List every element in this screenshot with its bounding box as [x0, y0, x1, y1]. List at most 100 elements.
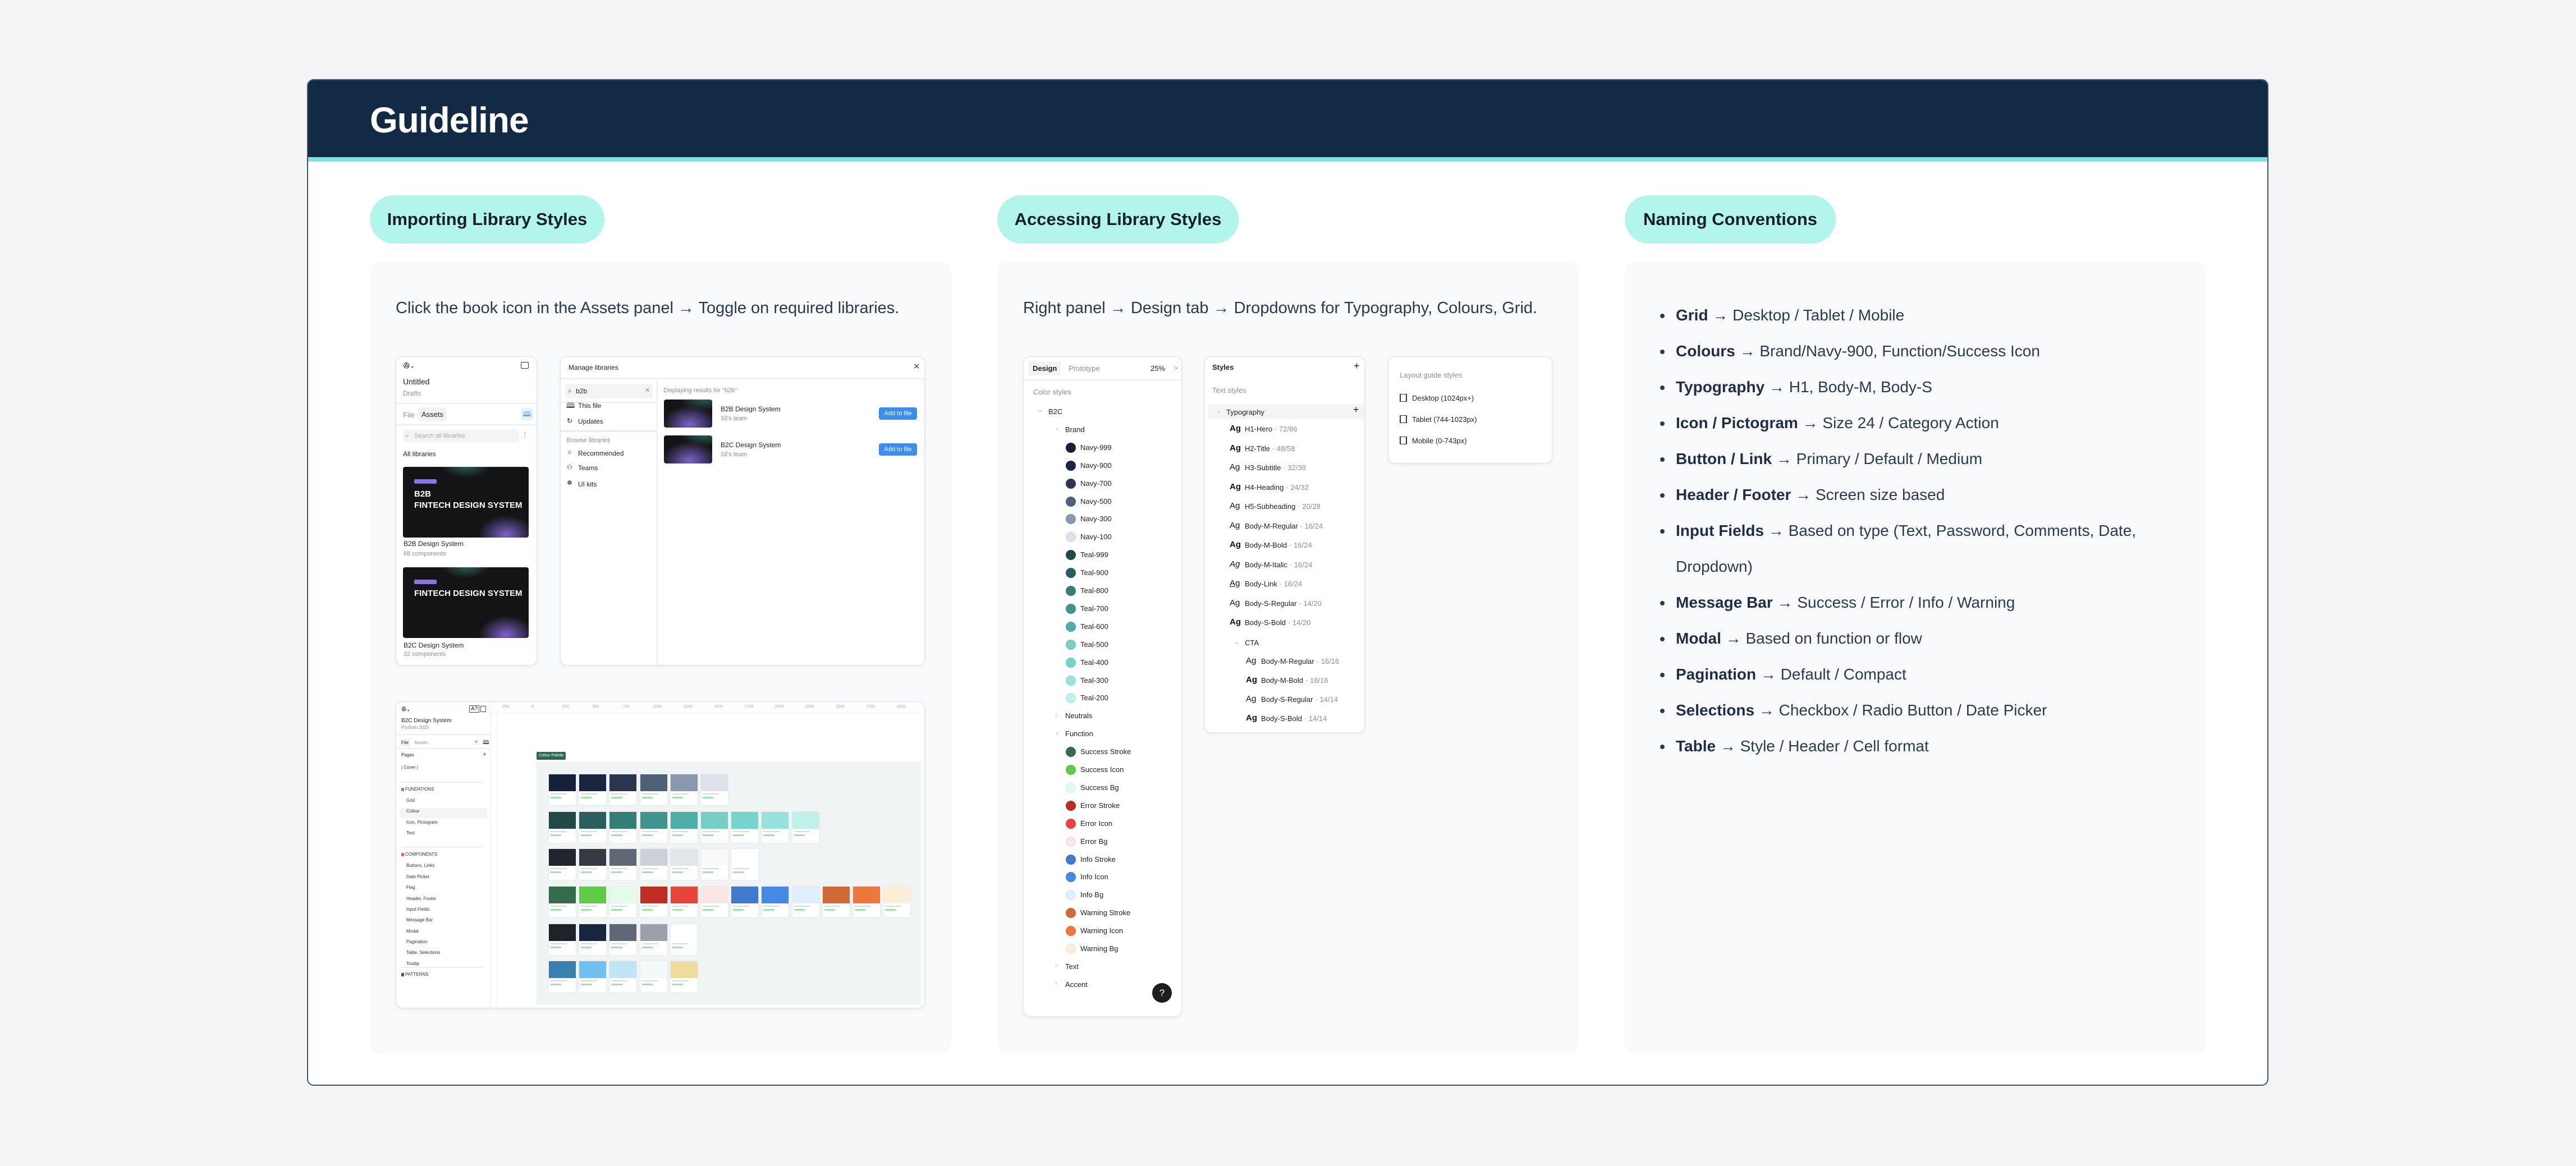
tab-prototype[interactable]: Prototype	[1069, 364, 1100, 373]
page-item[interactable]: Colour	[406, 809, 420, 814]
color-style-item[interactable]: Info Stroke	[1080, 855, 1116, 864]
page-item[interactable]: | Cover |	[401, 765, 418, 770]
color-swatch[interactable]	[609, 812, 637, 843]
search-icon[interactable]: ⌕	[475, 738, 478, 745]
library-search-input[interactable]	[565, 384, 653, 398]
text-style-name[interactable]: H5-Subheading · 20/28	[1245, 502, 1321, 511]
color-style-item[interactable]: Error Bg	[1080, 837, 1108, 846]
chevron-down-icon[interactable]: ⌄	[1055, 425, 1060, 431]
tab-design[interactable]: Design	[1029, 361, 1061, 375]
color-swatch[interactable]	[883, 887, 911, 917]
frame-label[interactable]: Colour Palette	[537, 752, 566, 760]
color-swatch[interactable]	[822, 887, 850, 917]
help-button[interactable]: ?	[1152, 983, 1172, 1003]
color-swatch[interactable]	[609, 961, 637, 992]
color-style-item[interactable]: Success Icon	[1080, 765, 1124, 774]
color-swatch[interactable]	[579, 887, 607, 917]
color-swatch[interactable]	[579, 924, 607, 955]
tab-assets[interactable]: Assets	[418, 407, 447, 421]
nav-this-file[interactable]: This file	[578, 402, 602, 410]
color-swatch[interactable]	[549, 887, 576, 917]
page-item[interactable]: PATTERNS	[405, 972, 429, 977]
layout-guide-item[interactable]: Tablet (744-1023px)	[1412, 415, 1477, 424]
add-page-icon[interactable]: +	[483, 750, 487, 758]
page-item[interactable]: Header, Footer	[406, 896, 437, 901]
color-swatch[interactable]	[549, 812, 576, 843]
chevron-down-icon[interactable]: ⌄	[1038, 407, 1043, 414]
color-style-item[interactable]: Teal-900	[1080, 568, 1108, 577]
chevron-right-icon[interactable]: ›	[1055, 980, 1057, 986]
color-style-item[interactable]: Teal-999	[1080, 550, 1108, 559]
color-swatch[interactable]	[670, 887, 698, 917]
color-swatch[interactable]	[549, 961, 576, 992]
color-swatch[interactable]	[640, 924, 667, 955]
color-swatch[interactable]	[579, 961, 607, 992]
text-style-name[interactable]: H3-Subtitle · 32/38	[1245, 463, 1306, 472]
color-style-item[interactable]: Teal-400	[1080, 658, 1108, 667]
color-style-item[interactable]: Success Bg	[1080, 783, 1119, 792]
color-swatch[interactable]	[640, 774, 667, 805]
color-swatch[interactable]	[640, 812, 667, 843]
zoom-level[interactable]: 25%	[1151, 364, 1166, 373]
text-style-name[interactable]: Body-M-Bold · 16/16	[1261, 676, 1328, 685]
chevron-down-icon[interactable]: ⌄	[1234, 639, 1239, 645]
file-name[interactable]: B2C Design System	[401, 718, 452, 724]
figma-logo-icon[interactable]: ꔮ ▾	[403, 361, 414, 371]
color-swatch[interactable]	[731, 887, 759, 917]
color-swatch[interactable]	[579, 812, 607, 843]
nav-recommended[interactable]: Recommended	[578, 449, 624, 457]
color-style-item[interactable]: Info Icon	[1080, 873, 1108, 882]
color-swatch[interactable]	[762, 887, 789, 917]
color-style-item[interactable]: Error Icon	[1080, 819, 1113, 828]
color-swatch[interactable]	[670, 961, 698, 992]
layout-guide-item[interactable]: Desktop (1024px+)	[1412, 394, 1474, 402]
color-swatch[interactable]	[609, 924, 637, 955]
chevron-down-icon[interactable]: ⌄	[1216, 408, 1221, 415]
text-style-name[interactable]: Body-S-Regular · 14/20	[1245, 599, 1322, 608]
library-name[interactable]: B2B Design System	[404, 540, 464, 548]
color-style-item[interactable]: Info Bg	[1080, 890, 1104, 899]
color-swatch[interactable]	[579, 849, 607, 880]
color-style-item[interactable]: Success Stroke	[1080, 747, 1131, 756]
color-swatch[interactable]	[640, 961, 667, 992]
color-swatch[interactable]	[640, 849, 667, 880]
page-item[interactable]: Modal	[406, 929, 419, 934]
page-item[interactable]: Flag	[406, 885, 415, 890]
library-search-input[interactable]: Search all libraries	[403, 430, 519, 442]
sidebar-toggle-icon[interactable]	[480, 706, 486, 712]
page-item[interactable]: Text	[406, 830, 415, 836]
page-item[interactable]: Pagination	[406, 939, 428, 944]
file-name[interactable]: Untitled	[403, 377, 430, 386]
close-icon[interactable]: ✕	[913, 362, 920, 371]
color-swatch[interactable]	[549, 924, 576, 955]
page-item[interactable]: FUNDATIONS	[405, 787, 434, 792]
add-to-file-button[interactable]: Add to file	[879, 407, 917, 420]
text-style-name[interactable]: H1-Hero · 72/86	[1245, 425, 1298, 433]
page-item[interactable]: COMPONENTS	[405, 852, 438, 857]
color-swatch[interactable]	[701, 849, 728, 880]
color-style-item[interactable]: Navy-999	[1080, 443, 1112, 452]
library-icon[interactable]: 🕮	[483, 740, 489, 746]
color-swatch[interactable]	[549, 774, 576, 805]
color-style-item[interactable]: Navy-100	[1080, 532, 1112, 541]
color-swatch[interactable]	[701, 812, 728, 843]
text-style-name[interactable]: Body-M-Italic · 16/24	[1245, 560, 1313, 569]
text-style-name[interactable]: Body-S-Regular · 14/14	[1261, 695, 1338, 704]
color-swatch[interactable]	[579, 774, 607, 805]
color-style-item[interactable]: Teal-800	[1080, 586, 1108, 595]
color-style-item[interactable]: Navy-300	[1080, 515, 1112, 524]
text-style-name[interactable]: Body-M-Regular · 16/24	[1245, 521, 1323, 530]
page-item[interactable]: Message Bar	[406, 917, 433, 922]
color-style-item[interactable]: Teal-500	[1080, 640, 1108, 649]
library-cover[interactable]: B2B FINTECH DESIGN SYSTEM	[403, 467, 529, 538]
library-cover[interactable]: FINTECH DESIGN SYSTEM	[403, 567, 529, 638]
color-style-item[interactable]: Navy-900	[1080, 461, 1112, 470]
page-item[interactable]: Icon, Pictogram	[406, 820, 438, 825]
color-swatch[interactable]	[701, 774, 728, 805]
color-style-item[interactable]: Teal-700	[1080, 604, 1108, 613]
color-style-item[interactable]: Teal-200	[1080, 694, 1108, 703]
page-item[interactable]: Date Picker	[406, 874, 430, 879]
color-group[interactable]: Text	[1065, 962, 1079, 971]
color-swatch[interactable]	[731, 812, 759, 843]
nav-updates[interactable]: Updates	[578, 417, 603, 425]
